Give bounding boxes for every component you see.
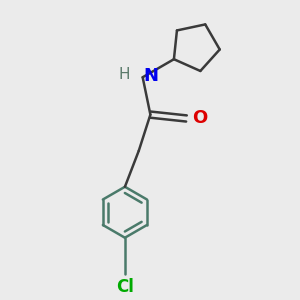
Text: O: O [192,110,207,128]
Text: Cl: Cl [116,278,134,296]
Text: N: N [143,67,158,85]
Text: H: H [118,67,130,82]
